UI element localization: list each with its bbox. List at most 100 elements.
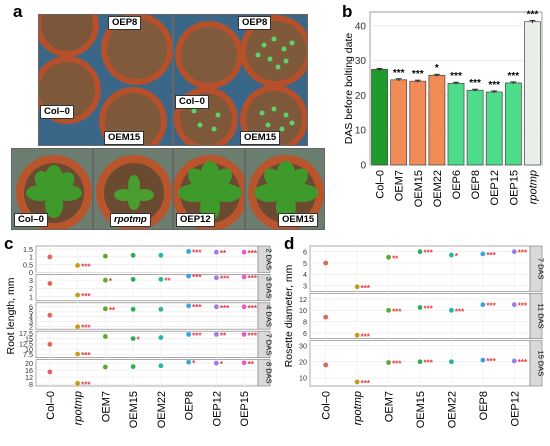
- point-OEM15: [130, 252, 136, 258]
- point-OEM7: [386, 307, 391, 313]
- significance-label: ***: [361, 379, 371, 388]
- bar-OEP12: [485, 91, 503, 166]
- point-OEP12: [213, 275, 219, 281]
- label-col0-left: Col–0: [40, 105, 74, 119]
- bar-OEP6: [447, 82, 465, 166]
- facet-label: 7 DAS: [265, 334, 274, 356]
- point-OEM22: [449, 307, 454, 313]
- y-tick-label: 40: [355, 21, 367, 32]
- bar-OEM22: [428, 74, 446, 166]
- x-tick-label: OEM15: [128, 391, 140, 428]
- point-OEM7: [386, 360, 391, 365]
- facet-strip: [257, 302, 271, 330]
- point-OEP8: [186, 359, 192, 365]
- point-OEM15: [130, 306, 136, 312]
- point-rpotmp: [75, 292, 81, 298]
- rosette-photo-oep12: [173, 148, 245, 230]
- x-tick-label: Col–0: [45, 391, 57, 420]
- point-OEM15: [130, 276, 136, 282]
- point-rpotmp: [75, 263, 81, 268]
- significance-label: ***: [248, 274, 258, 283]
- significance-label: *: [192, 359, 196, 368]
- significance-label: ***: [248, 249, 258, 258]
- significance-label: **: [220, 331, 227, 340]
- significance-label: ***: [392, 307, 402, 316]
- facet-label: 7 DAS: [537, 258, 546, 280]
- seedling-pots-right-image: [174, 15, 307, 145]
- significance-label: **: [109, 306, 116, 315]
- x-tick-label: OEM7: [384, 391, 396, 422]
- point-OEM22: [449, 252, 454, 258]
- point-OEP8: [186, 273, 192, 279]
- facet-strip: [529, 292, 543, 340]
- label-col0-right: Col–0: [175, 95, 209, 109]
- facet-panel: [35, 359, 259, 387]
- bar-OEM7: [390, 79, 408, 166]
- point-OEM22: [449, 359, 454, 365]
- significance-label: ***: [450, 71, 462, 82]
- x-tick-label: OEP12: [489, 170, 501, 205]
- point-Col–0: [47, 312, 53, 318]
- significance-label: ***: [392, 360, 402, 369]
- y-tick-label: 8: [29, 380, 33, 389]
- point-OEP12: [511, 358, 517, 364]
- point-OEM15: [417, 305, 423, 310]
- y-tick-label: 10: [25, 345, 33, 354]
- x-tick-label: OEP15: [239, 391, 251, 426]
- significance-label: ***: [220, 304, 230, 313]
- point-rpotmp: [354, 379, 360, 385]
- y-tick-label: 15: [25, 334, 33, 343]
- significance-label: ***: [518, 249, 528, 258]
- y-tick-label: 30: [355, 56, 367, 67]
- facet-label: 15 DAS: [537, 350, 546, 376]
- y-axis-label: Root length, mm: [5, 277, 17, 354]
- significance-label: ***: [220, 275, 230, 284]
- point-OEP15: [241, 304, 247, 310]
- significance-label: **: [392, 254, 399, 263]
- rosette-col0-image: [12, 149, 92, 229]
- point-OEM22: [158, 363, 164, 369]
- facet-label: 2 DAS: [265, 248, 274, 270]
- facet-strip: [529, 340, 543, 387]
- x-tick-label: OEP12: [509, 391, 521, 426]
- significance-label: ***: [527, 9, 539, 20]
- label-oem15-left: OEM15: [104, 131, 145, 145]
- point-Col–0: [47, 281, 53, 286]
- significance-label: *: [137, 336, 141, 345]
- point-rpotmp: [75, 351, 81, 357]
- significance-label: ***: [81, 351, 91, 360]
- y-tick-label: 1: [29, 292, 33, 301]
- y-tick-label: 10: [299, 374, 307, 383]
- bar-rpotmp: [524, 21, 541, 166]
- y-axis-label: Rosette diameter, mm: [283, 264, 295, 367]
- y-tick-label: 6: [303, 329, 307, 338]
- significance-label: *: [220, 360, 224, 369]
- label-oep8-right: OEP8: [238, 16, 272, 30]
- facet-panel: [35, 302, 259, 330]
- facet-strip: [257, 245, 271, 273]
- point-OEM7: [102, 253, 108, 259]
- point-rpotmp: [354, 284, 360, 290]
- panel-label-d: d: [284, 234, 295, 253]
- point-OEP8: [480, 251, 486, 257]
- point-OEM22: [158, 306, 164, 312]
- significance-label: ***: [424, 249, 434, 258]
- label-oep8-left: OEP8: [108, 16, 142, 30]
- significance-label: ***: [488, 80, 500, 91]
- point-OEP12: [213, 331, 219, 337]
- point-OEM15: [130, 336, 136, 341]
- y-tick-label: 30: [299, 341, 307, 350]
- y-tick-label: 20: [355, 91, 367, 102]
- y-tick-label: 5: [303, 259, 307, 268]
- y-tick-label: 20: [25, 359, 33, 368]
- facet-strip: [257, 274, 271, 302]
- panel-label-c: c: [4, 234, 14, 253]
- y-tick-label: 5: [29, 308, 33, 317]
- x-tick-label: OEP12: [211, 391, 223, 426]
- significance-label: ***: [248, 304, 258, 313]
- point-OEM22: [158, 276, 164, 282]
- y-tick-label: 1: [29, 253, 33, 262]
- x-tick-label: OEM15: [415, 391, 427, 428]
- significance-label: **: [164, 276, 171, 285]
